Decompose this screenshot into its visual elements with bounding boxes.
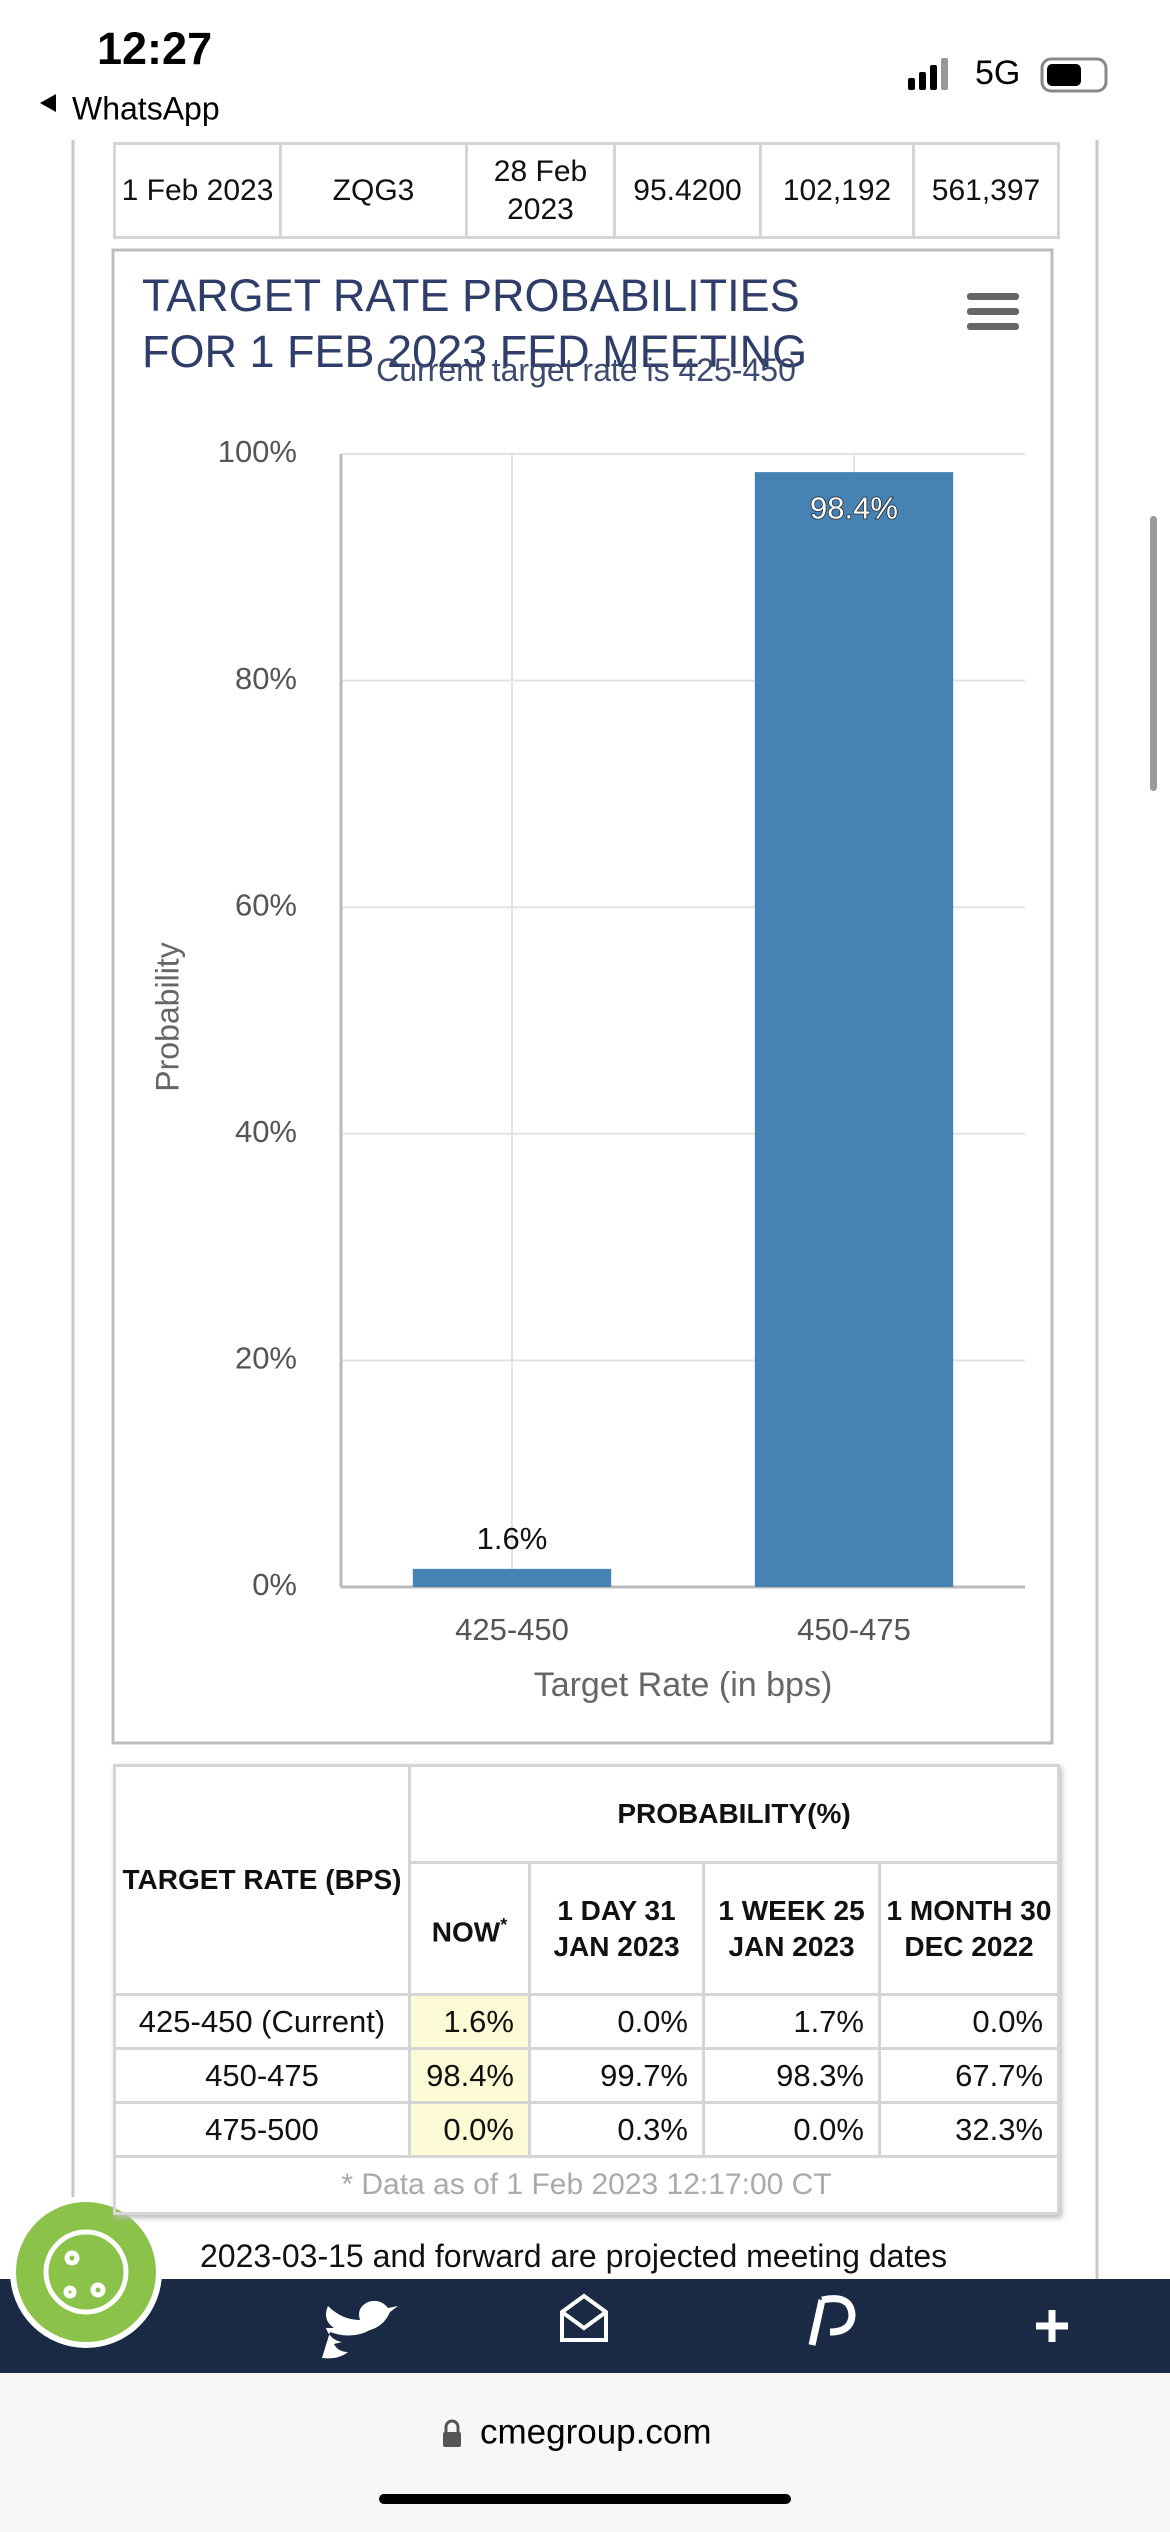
cell: 561,397 [912, 142, 1060, 239]
bar [412, 1568, 612, 1587]
contract-row: 1 Feb 2023 ZQG3 28 Feb 2023 95.4200 102,… [113, 142, 1060, 239]
probability-table: TARGET RATE (BPS) PROBABILITY(%) NOW* 1 … [112, 1764, 1061, 2215]
mail-icon[interactable] [560, 2293, 608, 2342]
y-tick-label: 0% [252, 1567, 297, 1602]
cell: 0.0% [877, 1993, 1061, 2050]
lock-icon [443, 2419, 461, 2447]
url-bar [0, 2373, 1170, 2532]
y-tick-label: 100% [218, 434, 297, 469]
y-tick-label: 40% [235, 1114, 297, 1149]
network: 5G [975, 54, 1020, 92]
header-cell: 1 DAY 31 JAN 2023 [528, 1861, 705, 1996]
battery [1040, 57, 1108, 93]
cell: 0.0% [528, 1993, 705, 2050]
cell: 32.3% [877, 2101, 1061, 2158]
y-tick-label: 80% [235, 661, 297, 696]
bar [754, 472, 954, 1588]
x-tick-label: 425-450 [455, 1612, 569, 1647]
header-text: NOW [431, 1916, 501, 1948]
header-cell: NOW* [408, 1861, 531, 1996]
value-label: 98.4% [810, 490, 898, 525]
cell: 1.6% [408, 1993, 531, 2050]
twitter-icon[interactable] [322, 2300, 398, 2359]
back-label[interactable]: WhatsApp [72, 90, 220, 126]
scrollbar [1150, 516, 1157, 791]
signal [908, 58, 948, 90]
header-cell: PROBABILITY(%) [407, 1764, 1061, 1864]
home-indicator [379, 2494, 791, 2504]
table-row: 475-500 0.0% 0.3% 0.0% 32.3% [113, 2101, 1061, 2158]
cell: 0.3% [528, 2101, 705, 2158]
x-axis-label: Target Rate (in bps) [534, 1666, 833, 1704]
asterisk: * [500, 1914, 508, 1935]
cell: 425-450 (Current) [113, 1993, 411, 2050]
pinterest-icon[interactable] [808, 2295, 856, 2346]
header-cell: 1 WEEK 25 JAN 2023 [702, 1861, 881, 1996]
cell: 95.4200 [613, 142, 762, 239]
y-tick-label: 60% [235, 887, 297, 922]
clock: 12:27 [97, 23, 212, 74]
chart-subtitle: Current target rate is 425-450 [376, 352, 796, 388]
footnote: * Data as of 1 Feb 2023 12:17:00 CT [112, 2155, 1061, 2215]
cell: 28 Feb 2023 [465, 142, 616, 239]
table-row: 450-475 98.4% 99.7% 98.3% 67.7% [113, 2047, 1061, 2104]
cell: ZQG3 [279, 142, 468, 239]
cell: 450-475 [113, 2047, 411, 2104]
back-arrow [40, 94, 56, 112]
cell: 0.0% [408, 2101, 531, 2158]
cell: 1.7% [702, 1993, 881, 2050]
plus-icon[interactable] [1036, 2310, 1068, 2342]
x-tick-label: 450-475 [797, 1612, 911, 1647]
y-tick-label: 20% [235, 1341, 297, 1376]
cell: 102,192 [759, 142, 915, 239]
contract-table: 1 Feb 2023 ZQG3 28 Feb 2023 95.4200 102,… [113, 142, 1060, 239]
cell: 98.3% [702, 2047, 881, 2104]
cell: 67.7% [877, 2047, 1061, 2104]
value-label: 1.6% [477, 1521, 548, 1556]
menu-icon[interactable] [967, 293, 1019, 330]
cell: 0.0% [702, 2101, 881, 2158]
cell: 99.7% [528, 2047, 705, 2104]
battery-level [1047, 64, 1081, 86]
table-row: 425-450 (Current) 1.6% 0.0% 1.7% 0.0% [113, 1993, 1061, 2050]
header-cell: TARGET RATE (BPS) [113, 1764, 411, 1996]
cookie-button-top[interactable] [10, 2196, 162, 2348]
cell: 475-500 [113, 2101, 411, 2158]
cell: 1 Feb 2023 [113, 142, 282, 239]
projected-note: 2023-03-15 and forward are projected mee… [200, 2238, 948, 2274]
y-axis-label: Probability [149, 942, 185, 1091]
header-cell: 1 MONTH 30 DEC 2022 [877, 1861, 1061, 1996]
cell: 98.4% [408, 2047, 531, 2104]
plot: 0% 20% 40% 60% 80% 100% 425-450 1.6% 450-475 98.4… [218, 434, 1025, 1647]
chart-title: TARGET RATE PROBABILITIES FOR 1 FEB 2023… [142, 270, 808, 377]
cookie-glyph [43, 2229, 129, 2315]
url[interactable]: cmegroup.com [480, 2412, 711, 2451]
